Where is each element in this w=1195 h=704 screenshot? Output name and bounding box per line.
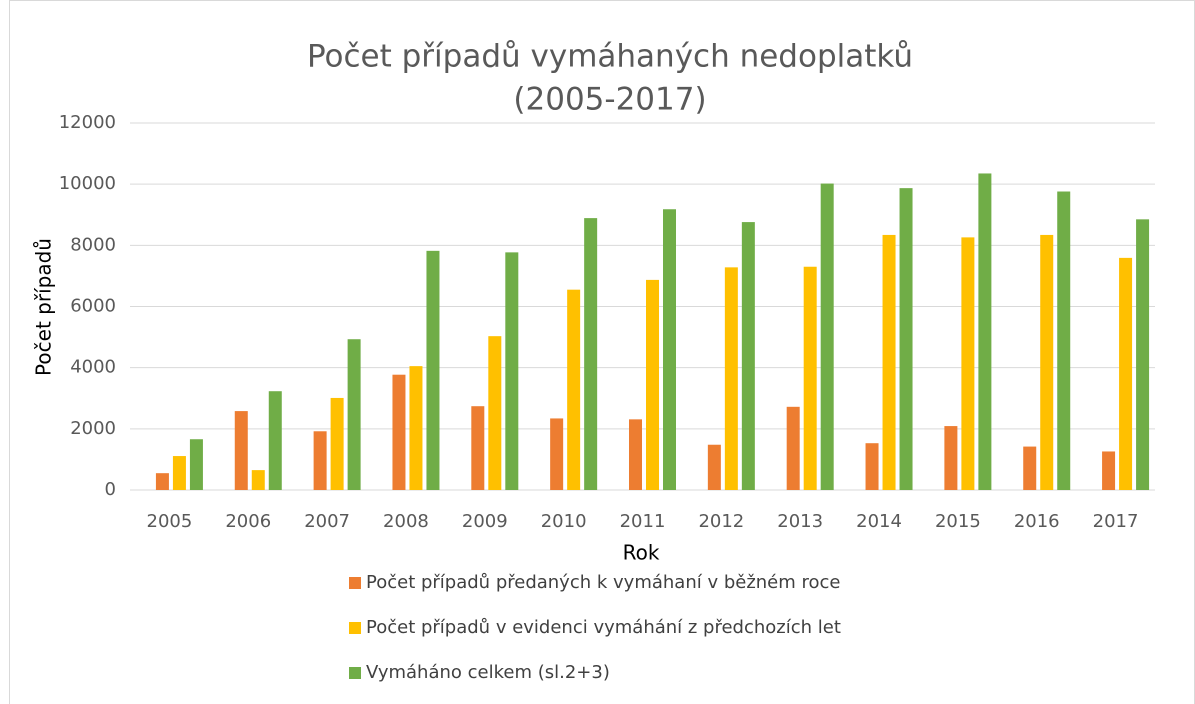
- bar: [1136, 219, 1150, 490]
- bar: [899, 188, 913, 490]
- bar: [978, 173, 992, 490]
- legend-swatch: [349, 577, 361, 589]
- x-tick-label: 2005: [147, 511, 193, 532]
- bar: [268, 391, 282, 490]
- x-tick-label: 2013: [777, 511, 823, 532]
- x-tick-label: 2016: [1014, 511, 1060, 532]
- bar: [944, 426, 958, 490]
- x-tick-label: 2009: [462, 511, 508, 532]
- bar: [1119, 257, 1133, 490]
- bar: [786, 406, 800, 490]
- bar: [1102, 451, 1116, 490]
- x-tick-label: 2012: [698, 511, 744, 532]
- x-tick-label: 2015: [935, 511, 981, 532]
- x-tick-label: 2007: [304, 511, 350, 532]
- x-axis-title: Rok: [623, 541, 660, 565]
- legend-text: Počet případů předaných k vymáhaní v běž…: [366, 572, 841, 593]
- x-tick-label: 2008: [383, 511, 429, 532]
- chart-frame: [9, 0, 1195, 704]
- bar: [172, 456, 186, 490]
- bar: [961, 237, 975, 490]
- chart-title: Počet případů vymáhaných nedoplatků: [307, 39, 913, 75]
- bar: [189, 439, 203, 490]
- x-tick-label: 2014: [856, 511, 902, 532]
- y-axis-title: Počet případů: [32, 238, 56, 376]
- y-tick-label: 2000: [70, 418, 116, 439]
- bar: [313, 431, 327, 490]
- bar: [663, 209, 676, 490]
- bar: [820, 183, 834, 490]
- x-tick-label: 2010: [541, 511, 587, 532]
- bar: [1040, 234, 1054, 490]
- x-tick-label: 2011: [620, 511, 666, 532]
- legend-text: Vymáháno celkem (sl.2+3): [366, 662, 610, 683]
- legend-swatch: [349, 667, 361, 679]
- y-tick-label: 0: [105, 479, 116, 500]
- bar: [251, 470, 265, 490]
- bar: [707, 444, 721, 490]
- y-tick-label: 4000: [70, 357, 116, 378]
- bar: [646, 279, 659, 490]
- bar: [567, 289, 581, 490]
- bar: [426, 250, 440, 490]
- bar: [347, 339, 361, 490]
- bar: [505, 252, 519, 490]
- y-tick-label: 12000: [59, 112, 116, 133]
- bar: [1057, 191, 1071, 491]
- x-tick-label: 2017: [1093, 511, 1139, 532]
- legend-swatch: [349, 622, 361, 634]
- y-tick-label: 10000: [59, 173, 116, 194]
- bar: [488, 336, 502, 490]
- bar: [550, 418, 564, 490]
- bar: [1023, 446, 1037, 490]
- bar: [865, 443, 879, 490]
- chart-title: (2005-2017): [513, 82, 706, 118]
- x-tick-label: 2006: [225, 511, 271, 532]
- bar: [882, 234, 896, 490]
- y-tick-label: 8000: [70, 234, 116, 255]
- bar: [584, 218, 598, 490]
- bar: [629, 419, 642, 490]
- bar: [724, 267, 738, 490]
- bar: [471, 406, 485, 490]
- bar: [155, 473, 169, 490]
- bar: [803, 266, 817, 490]
- bar: [392, 374, 406, 490]
- legend-text: Počet případů v evidenci vymáhání z před…: [366, 617, 841, 638]
- bar: [409, 366, 423, 490]
- bar: [330, 397, 344, 490]
- bar: [234, 411, 248, 490]
- y-tick-label: 6000: [70, 296, 116, 317]
- bar: [741, 222, 755, 490]
